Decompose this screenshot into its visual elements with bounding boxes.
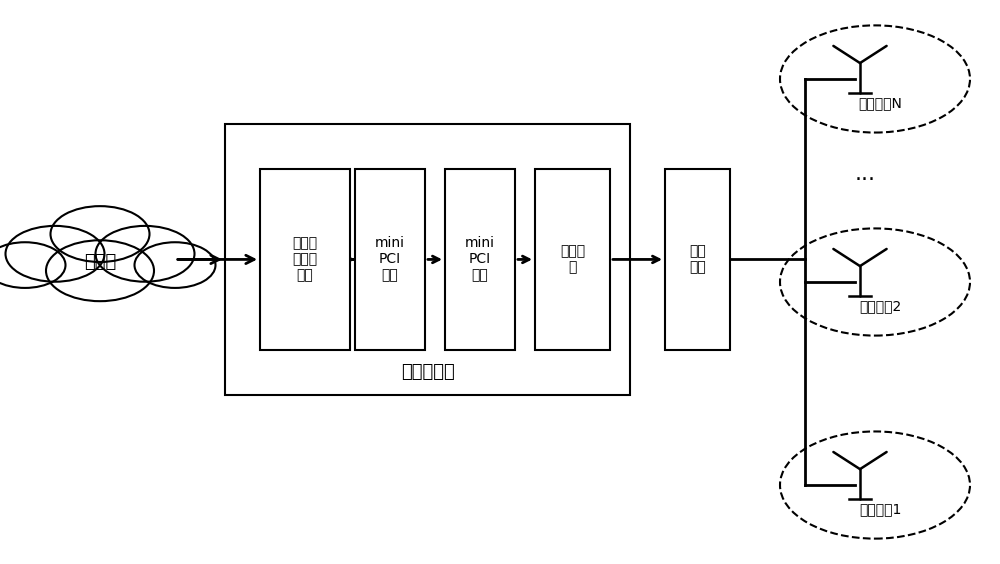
FancyBboxPatch shape	[260, 169, 350, 350]
Text: mini
PCI
接口: mini PCI 接口	[465, 236, 495, 283]
Circle shape	[0, 243, 66, 288]
Circle shape	[50, 206, 150, 262]
Text: 分合
路器: 分合 路器	[689, 244, 706, 275]
Text: 接入点设备: 接入点设备	[401, 363, 454, 381]
Circle shape	[6, 226, 104, 281]
FancyBboxPatch shape	[665, 169, 730, 350]
Circle shape	[96, 226, 195, 281]
Text: 分组数
据处理
模块: 分组数 据处理 模块	[292, 236, 318, 283]
Text: ···: ···	[854, 170, 876, 191]
Text: 以太网: 以太网	[84, 253, 116, 271]
Text: 覆盖区域N: 覆盖区域N	[858, 96, 902, 110]
FancyBboxPatch shape	[225, 124, 630, 395]
Text: 射频模
块: 射频模 块	[560, 244, 585, 275]
FancyBboxPatch shape	[355, 169, 425, 350]
FancyBboxPatch shape	[535, 169, 610, 350]
Circle shape	[46, 240, 154, 301]
Text: mini
PCI
接口: mini PCI 接口	[375, 236, 405, 283]
FancyBboxPatch shape	[445, 169, 515, 350]
Circle shape	[134, 243, 216, 288]
Text: 覆盖区域1: 覆盖区域1	[859, 502, 901, 516]
Text: 覆盖区域2: 覆盖区域2	[859, 299, 901, 313]
